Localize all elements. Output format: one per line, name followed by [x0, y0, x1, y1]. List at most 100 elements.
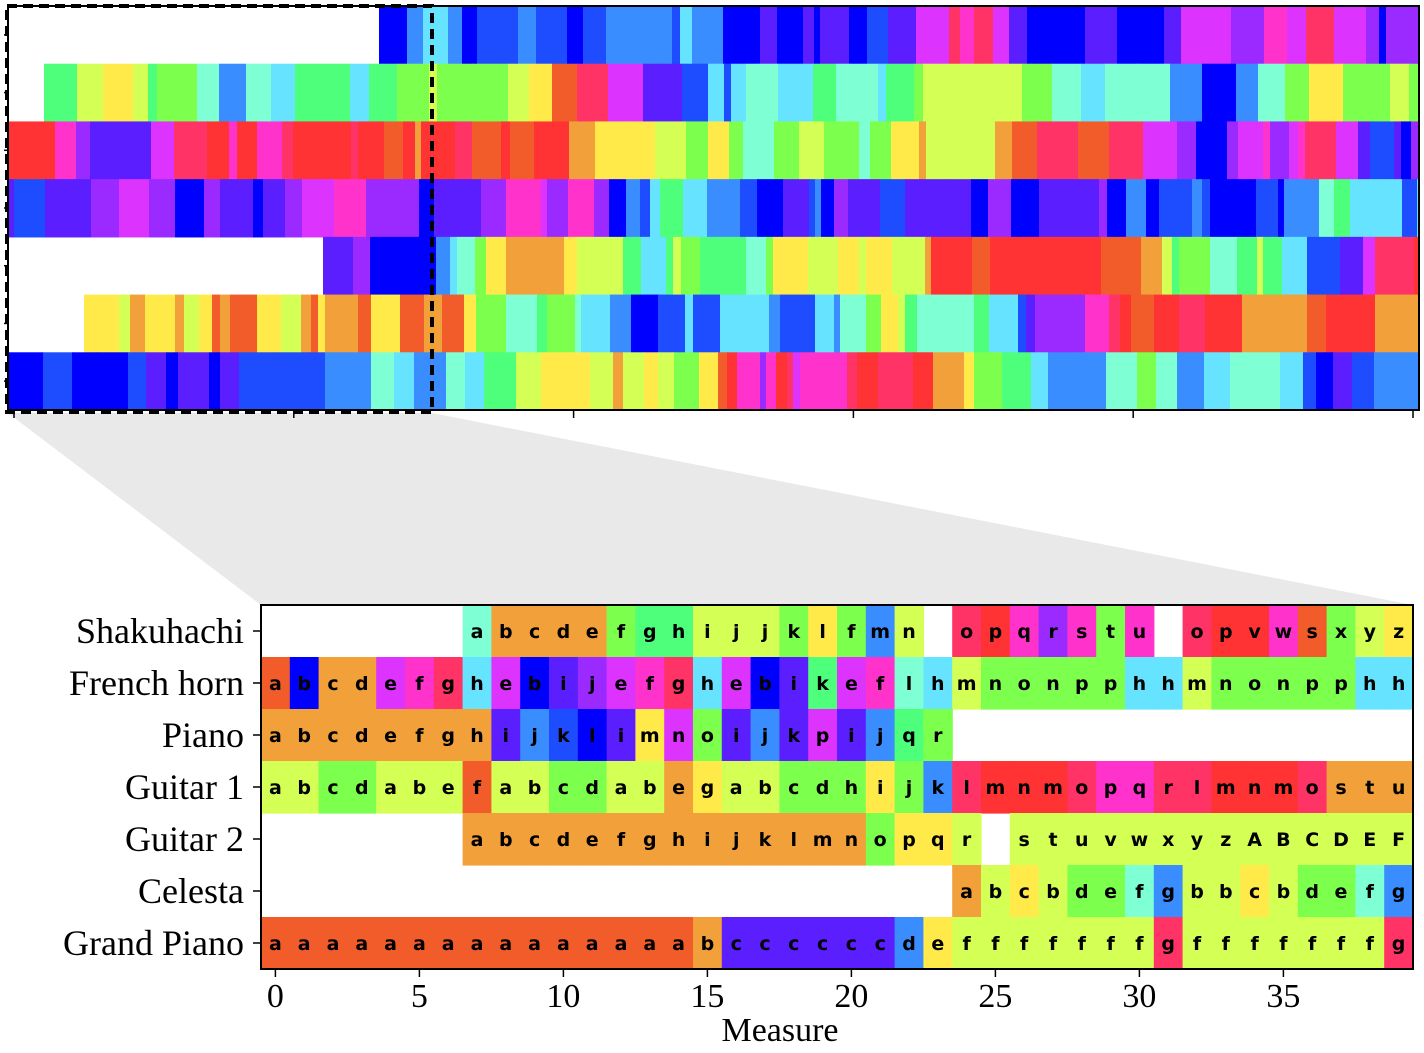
cell-label: f: [876, 673, 885, 695]
overview-cell: [212, 295, 221, 353]
cell-label: g: [643, 621, 657, 643]
overview-cell: [44, 64, 78, 122]
overview-cell: [558, 352, 591, 410]
x-tick-label: 30: [1122, 978, 1156, 1015]
cell-label: d: [585, 777, 599, 799]
cell-label: F: [1392, 829, 1405, 851]
overview-cell: [1334, 6, 1367, 64]
x-tick-label: 5: [411, 978, 428, 1015]
overview-cell: [1141, 237, 1163, 295]
overview-cell: [1015, 237, 1046, 295]
overview-cell: [919, 121, 927, 179]
overview-cell: [766, 352, 777, 410]
cell-label: q: [931, 829, 945, 851]
overview-cell: [1002, 352, 1032, 410]
cell-label: b: [528, 777, 542, 799]
overview-cell: [1340, 237, 1364, 295]
overview-cell: [72, 352, 98, 410]
overview-cell: [594, 179, 610, 237]
cell-label: g: [643, 829, 657, 851]
overview-cell: [1257, 237, 1264, 295]
overview-cell: [253, 179, 264, 237]
overview-cell: [1031, 352, 1049, 410]
cell-label: u: [1392, 777, 1406, 799]
cell-label: E: [1363, 829, 1376, 851]
overview-cell: [803, 6, 815, 64]
cell-label: d: [902, 933, 916, 955]
overview-cell: [547, 295, 576, 353]
overview-cell: [394, 352, 415, 410]
overview-cell: [1004, 179, 1012, 237]
cell-label: g: [1161, 881, 1175, 903]
overview-cell: [1242, 295, 1278, 353]
overview-cell: [1202, 6, 1232, 64]
instrument-label: Guitar 2: [125, 819, 244, 859]
cell-label: f: [1135, 881, 1144, 903]
overview-cell: [1347, 295, 1376, 353]
overview-cell: [780, 237, 809, 295]
cell-label: o: [1190, 621, 1203, 643]
overview-cell: [353, 237, 371, 295]
overview-cell: [1179, 237, 1211, 295]
cell-label: e: [615, 673, 628, 695]
cell-label: c: [846, 933, 857, 955]
overview-cell: [931, 237, 951, 295]
overview-cell: [384, 121, 404, 179]
cell-label: f: [1337, 933, 1346, 955]
overview-cell: [913, 352, 934, 410]
instrument-label: Shakuhachi: [76, 611, 244, 651]
overview-cell: [1181, 6, 1203, 64]
cell-label: k: [759, 829, 772, 851]
overview-cell: [1026, 295, 1036, 353]
overview-cell: [1236, 64, 1259, 122]
overview-cell: [1263, 237, 1283, 295]
overview-cell: [400, 295, 425, 353]
overview-cell: [674, 352, 700, 410]
overview-cell: [178, 352, 210, 410]
overview-cell: [1352, 352, 1375, 410]
overview-cell: [77, 64, 104, 122]
overview-cell: [334, 179, 367, 237]
overview-cell: [1085, 295, 1110, 353]
cell-label: c: [327, 673, 338, 695]
cell-label: e: [1335, 881, 1348, 903]
cell-label: a: [643, 933, 656, 955]
cell-label: f: [1135, 933, 1144, 955]
overview-cell: [481, 179, 507, 237]
overview-cell: [1374, 352, 1410, 410]
overview-cell: [1326, 295, 1348, 353]
overview-cell: [1307, 295, 1327, 353]
overview-cell: [780, 295, 802, 353]
cell-label: b: [297, 777, 311, 799]
overview-cell: [1309, 64, 1344, 122]
overview-cell: [209, 352, 221, 410]
overview-cell: [656, 64, 683, 122]
overview-cell: [727, 352, 738, 410]
overview-cell: [1106, 352, 1138, 410]
cell-label: e: [384, 725, 397, 747]
overview-cell: [1109, 121, 1144, 179]
overview-cell: [239, 352, 275, 410]
cell-label: c: [759, 933, 770, 955]
cell-label: r: [933, 725, 943, 747]
cell-label: h: [1161, 673, 1175, 695]
overview-cell: [130, 295, 146, 353]
cell-label: c: [327, 777, 338, 799]
cell-label: k: [931, 777, 944, 799]
overview-cell: [569, 121, 596, 179]
overview-cell: [641, 237, 667, 295]
cell-label: c: [875, 933, 886, 955]
overview-cell: [568, 179, 595, 237]
overview-cell: [351, 121, 359, 179]
overview-cell: [1381, 64, 1391, 122]
cell-label: o: [1248, 673, 1261, 695]
overview-cell: [76, 121, 91, 179]
overview-cell: [119, 295, 131, 353]
cell-label: p: [1219, 621, 1233, 643]
overview-cell: [581, 295, 611, 353]
cell-label: D: [1333, 829, 1349, 851]
overview-cell: [358, 295, 372, 353]
overview-cell: [371, 352, 395, 410]
overview-cell: [1210, 237, 1238, 295]
overview-cell: [1101, 237, 1118, 295]
